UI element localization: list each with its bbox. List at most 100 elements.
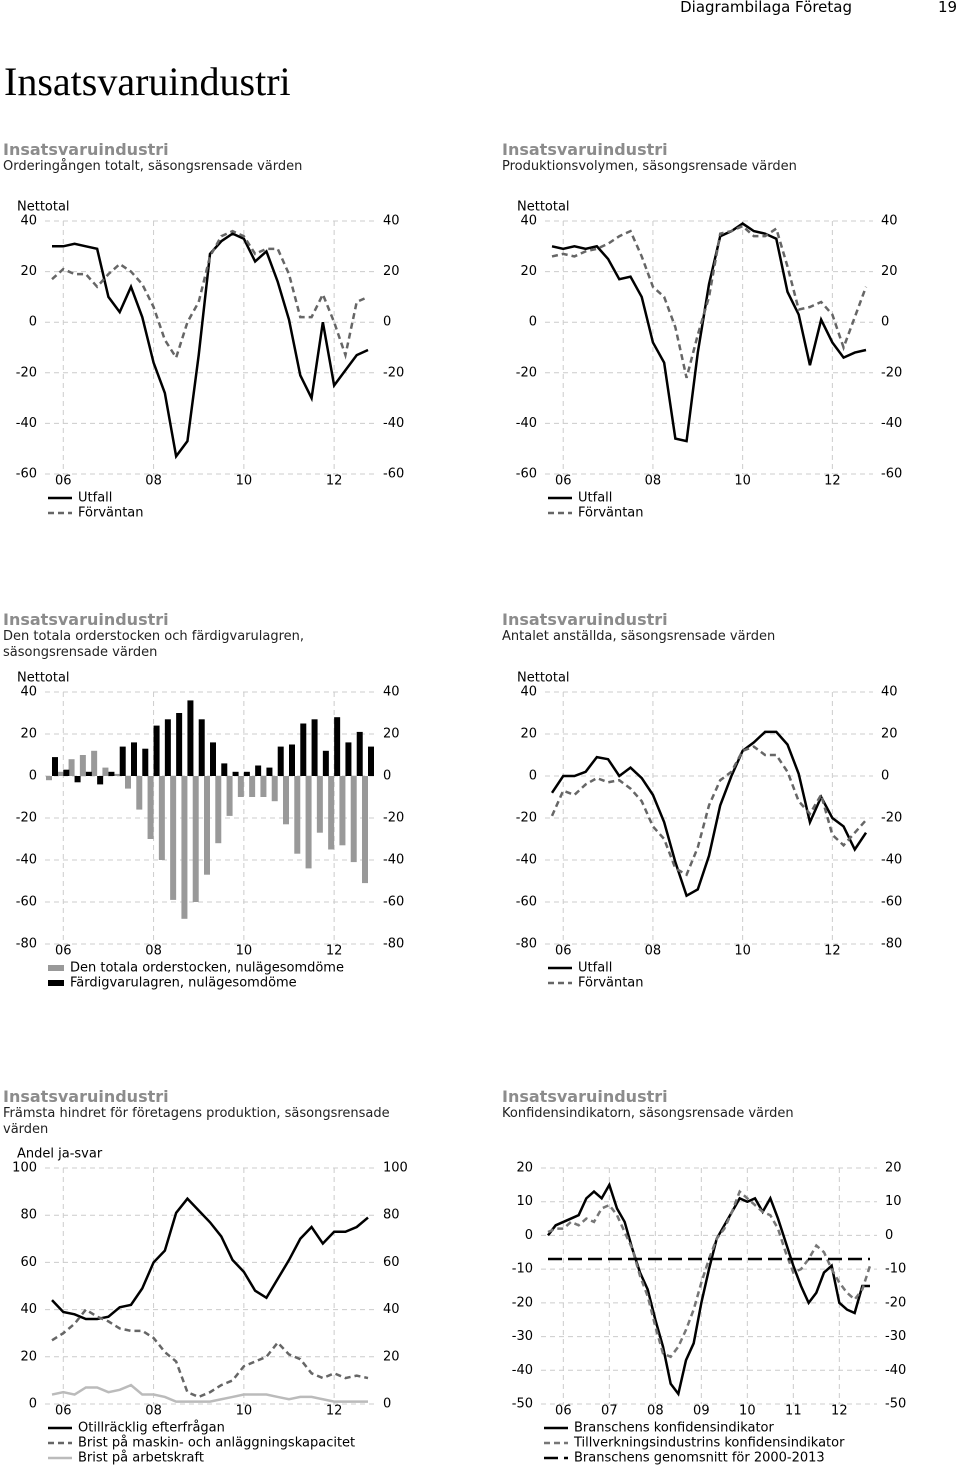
y-tick-label: 80: [20, 1208, 37, 1223]
x-tick-label: 08: [145, 1404, 162, 1419]
chart-title: Insatsvaruindustri: [3, 1087, 169, 1106]
y2-tick-label: 40: [383, 1302, 400, 1317]
bar: [334, 717, 341, 776]
y2-tick-label: 20: [383, 264, 400, 279]
bar: [164, 719, 171, 776]
bar: [305, 776, 312, 869]
bar: [283, 776, 289, 825]
bar: [328, 776, 335, 850]
x-tick-label: 08: [145, 944, 162, 959]
x-tick-label: 06: [555, 1404, 572, 1419]
bar: [131, 742, 137, 776]
x-tick-label: 06: [555, 944, 572, 959]
bar: [210, 742, 216, 776]
chart-subtitle: Produktionsvolymen, säsongsrensade värde…: [502, 159, 797, 174]
y-tick-label: 100: [12, 1161, 37, 1176]
y-tick-label: -40: [512, 1363, 533, 1378]
y2-tick-label: -60: [881, 895, 902, 910]
y2-tick-label: -20: [881, 811, 902, 826]
y2-tick-label: 100: [383, 1161, 408, 1176]
y2-tick-label: 80: [383, 1208, 400, 1223]
bar: [277, 746, 284, 776]
y-tick-label: 60: [20, 1255, 37, 1270]
y2-tick-label: 20: [881, 264, 898, 279]
bar: [237, 776, 244, 797]
bar: [198, 719, 205, 776]
y2-tick-label: -20: [881, 365, 902, 380]
line: [551, 224, 868, 379]
y2-tick-label: -40: [881, 853, 902, 868]
y-tick-label: -60: [516, 895, 537, 910]
x-tick-label: 08: [645, 944, 662, 959]
legend-label: Förväntan: [578, 976, 644, 991]
y-tick-label: 0: [525, 1228, 533, 1243]
y-tick-label: 0: [29, 315, 37, 330]
line: [51, 1383, 368, 1403]
y2-tick-label: -80: [383, 937, 404, 952]
bar: [108, 771, 115, 776]
bar: [153, 725, 160, 776]
legend-label: Tillverkningsindustrins konfidensindikat…: [573, 1436, 845, 1451]
y-tick-label: 40: [520, 214, 537, 229]
x-tick-label: 12: [831, 1404, 848, 1419]
y2-tick-label: -60: [881, 467, 902, 482]
bar: [52, 757, 58, 776]
bar: [204, 776, 210, 875]
bar: [192, 776, 199, 902]
y-tick-label: -20: [516, 365, 537, 380]
legend-label: Utfall: [578, 491, 612, 506]
bar: [97, 776, 104, 785]
bar: [311, 719, 318, 776]
y-tick-label: -60: [516, 467, 537, 482]
x-tick-label: 10: [236, 1404, 253, 1419]
y-tick-label: -30: [512, 1329, 533, 1344]
x-tick-label: 10: [236, 944, 253, 959]
bar: [232, 771, 239, 776]
x-tick-label: 07: [601, 1404, 618, 1419]
y-tick-label: -60: [16, 895, 37, 910]
bar: [316, 776, 323, 833]
legend-swatch: [48, 980, 64, 986]
page-title: Insatsvaruindustri: [4, 59, 291, 104]
chart-title: Insatsvaruindustri: [502, 140, 668, 159]
y2-tick-label: 20: [885, 1161, 902, 1176]
line: [550, 745, 867, 877]
y2-tick-label: -10: [885, 1262, 906, 1277]
y-tick-label: 20: [516, 1161, 533, 1176]
line: [551, 222, 867, 443]
line: [51, 1307, 369, 1399]
y2-tick-label: -20: [383, 811, 404, 826]
y-tick-label: 0: [529, 769, 537, 784]
y-tick-label: 40: [20, 685, 37, 700]
y-tick-label: -20: [512, 1295, 533, 1310]
y2-tick-label: 40: [881, 214, 898, 229]
bar: [46, 776, 52, 781]
y2-tick-label: 40: [383, 685, 400, 700]
bar: [271, 776, 278, 802]
bar: [226, 776, 233, 816]
bar: [266, 767, 273, 776]
y-axis-label: Nettotal: [517, 200, 570, 215]
chart-subtitle: Den totala orderstocken och färdigvarula…: [3, 629, 305, 660]
x-tick-label: 10: [734, 944, 751, 959]
legend-label: Branschens konfidensindikator: [574, 1421, 775, 1436]
bar: [350, 776, 357, 863]
y-axis-label: Andel ja-svar: [17, 1147, 103, 1162]
y-tick-label: 0: [29, 1397, 37, 1412]
bar: [170, 776, 177, 900]
y2-tick-label: 0: [383, 1397, 391, 1412]
legend-swatch: [48, 965, 64, 971]
y2-tick-label: -40: [383, 853, 404, 868]
bar: [345, 742, 352, 776]
line: [547, 1189, 872, 1359]
y2-tick-label: 40: [881, 685, 898, 700]
line: [550, 730, 868, 898]
chart-title: Insatsvaruindustri: [502, 610, 668, 629]
x-tick-label: 08: [145, 474, 162, 489]
y2-tick-label: -30: [885, 1329, 906, 1344]
y2-tick-label: 20: [881, 727, 898, 742]
bar: [221, 763, 228, 776]
line: [52, 232, 369, 460]
legend-label: Förväntan: [578, 506, 644, 521]
